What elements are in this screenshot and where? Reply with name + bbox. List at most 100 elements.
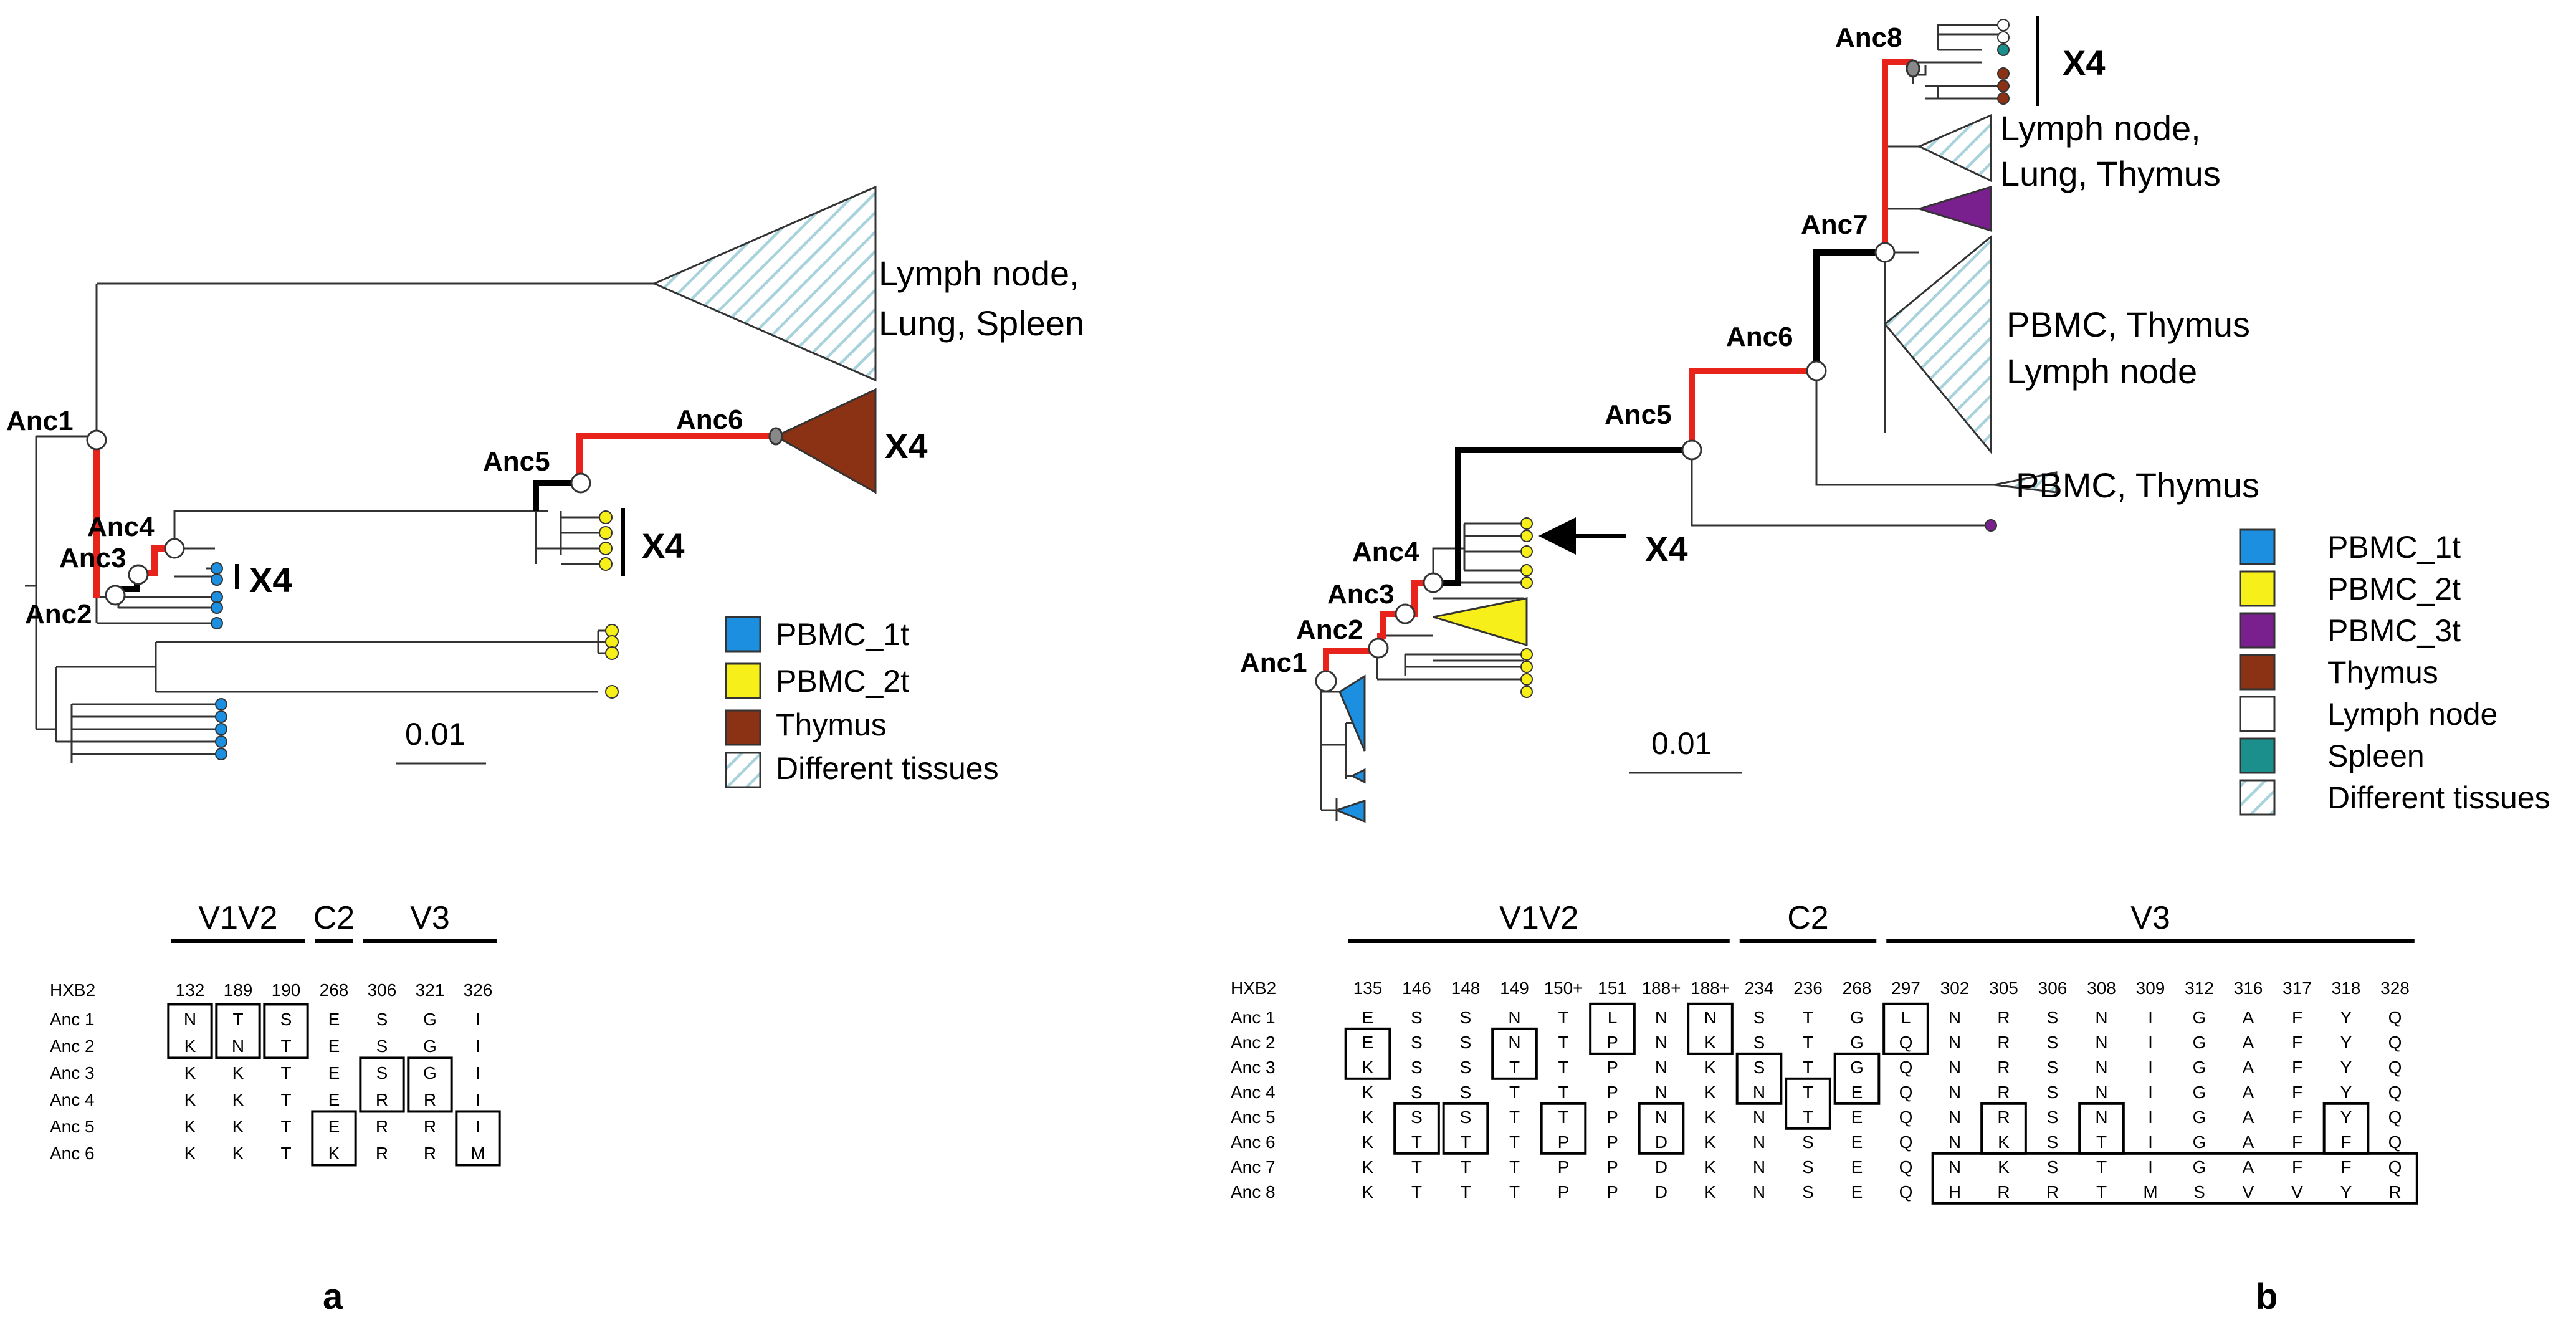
table-b-residue: P	[1558, 1132, 1570, 1152]
table-b-residue: S	[2047, 1132, 2059, 1152]
table-b-substitution-box	[1344, 1027, 1391, 1080]
table-b-row-name: Anc 3	[1231, 1058, 1276, 1077]
table-b-residue: A	[2243, 1008, 2254, 1027]
table-a-residue: K	[184, 1090, 196, 1109]
table-b-residue: K	[1704, 1182, 1716, 1202]
table-b-row-name: Anc 8	[1231, 1182, 1276, 1202]
table-b-residue: V	[2243, 1182, 2254, 1202]
tree-a-node-anc5: Anc5	[483, 446, 550, 477]
legend-b-label-2: PBMC_3t	[2327, 613, 2461, 648]
table-b-position-20: 318	[2332, 978, 2361, 998]
table-b-residue: S	[1802, 1182, 1814, 1202]
table-b-residue: E	[1851, 1132, 1863, 1152]
table-b-residue: S	[1411, 1107, 1423, 1127]
table-b-residue: Q	[1899, 1107, 1913, 1127]
table-a-residue: K	[184, 1117, 196, 1136]
table-b-residue: T	[1558, 1058, 1568, 1077]
table-b-residue: I	[2148, 1058, 2153, 1077]
table-a-residue: N	[232, 1036, 244, 1056]
tree-a-tissue-label-1: Lymph node,	[879, 254, 1079, 293]
table-b-residue: P	[1606, 1157, 1618, 1177]
table-b-residue: S	[1411, 1033, 1423, 1052]
table-b-residue: T	[2096, 1132, 2107, 1152]
table-a-residue: R	[424, 1144, 436, 1163]
tree-b-clade-yellow	[1433, 597, 1528, 647]
table-b-residue: S	[2193, 1182, 2205, 1202]
table-b-residue: D	[1655, 1132, 1667, 1152]
legend-b-label-0: PBMC_1t	[2327, 530, 2461, 565]
legend-b-swatch-3	[2239, 654, 2276, 691]
table-b-residue: S	[1753, 1058, 1765, 1077]
table-a-row-name: Anc 4	[50, 1090, 95, 1109]
table-b-residue: D	[1655, 1182, 1667, 1202]
tree-a-red-anc5-anc6	[576, 433, 773, 483]
table-b-position-21: 328	[2380, 978, 2410, 998]
tree-b-node-anc7: Anc7	[1801, 209, 1868, 240]
legend-a: PBMC_1t PBMC_2t Thymus Different tissues	[725, 616, 999, 788]
table-a-residue: K	[184, 1036, 196, 1056]
table-a-residue: E	[328, 1010, 340, 1029]
table-b-residue: N	[1753, 1132, 1765, 1152]
table-b-position-18: 316	[2234, 978, 2263, 998]
table-b-residue: F	[2292, 1132, 2302, 1152]
tree-b-x4-arrow-label: X4	[1645, 529, 1688, 568]
legend-a-label-pbmc1t: PBMC_1t	[776, 617, 909, 652]
table-b-position-11: 297	[1891, 978, 1920, 998]
table-b-substitution-box	[1785, 1077, 1831, 1130]
table-b-residue: N	[2095, 1107, 2107, 1127]
tree-a-node-anc4: Anc4	[87, 512, 155, 542]
table-b-residue: F	[2292, 1058, 2302, 1077]
table-b-residue: K	[1704, 1157, 1716, 1177]
tree-b-ancestral-path	[1323, 59, 1913, 676]
table-b-residue: S	[1460, 1033, 1472, 1052]
tree-b-clade-blue-2	[1350, 768, 1366, 784]
table-b-residue: T	[1411, 1157, 1422, 1177]
table-a-region-c2: C2	[313, 900, 355, 936]
legend-b-label-1: PBMC_2t	[2327, 572, 2461, 606]
tree-b-clade-blue-3	[1333, 799, 1366, 823]
table-b-residue: T	[1411, 1132, 1422, 1152]
table-b-residue: A	[2243, 1058, 2254, 1077]
table-b-row-name: Anc 4	[1231, 1083, 1276, 1102]
table-b-residue: E	[1851, 1182, 1863, 1202]
table-b-region-v1v2: V1V2	[1499, 900, 1578, 936]
table-b-row-name: Anc 5	[1231, 1107, 1276, 1127]
table-b-residue: S	[1753, 1033, 1765, 1052]
tree-b-scale-label: 0.01	[1651, 726, 1712, 761]
tree-b-node-anc5: Anc5	[1605, 399, 1672, 430]
table-b-residue: T	[1803, 1008, 1813, 1027]
table-a-substitution-box	[455, 1110, 501, 1167]
tree-b-x4-top-label: X4	[2063, 43, 2106, 82]
table-b-position-15: 308	[2087, 978, 2116, 998]
table-b-residue: S	[2047, 1107, 2059, 1127]
table-a-residue: R	[376, 1144, 388, 1163]
legend-b-swatch-2	[2239, 612, 2276, 649]
table-b-residue: Q	[1899, 1157, 1913, 1177]
table-b-residue: I	[2148, 1157, 2153, 1177]
table-b-residue: Q	[1899, 1132, 1913, 1152]
table-b-substitution-box	[1931, 1152, 2418, 1205]
table-b-residue: F	[2292, 1157, 2302, 1177]
tree-a-black-anc4-anc5	[533, 480, 580, 511]
table-a-residue: R	[424, 1090, 436, 1109]
table-b-residue: Q	[1899, 1083, 1913, 1102]
table-b-residue: K	[1998, 1132, 2010, 1152]
tree-b-anc8-leaves	[1912, 24, 2000, 100]
table-a-substitution-box	[167, 1003, 213, 1059]
tree-b-red-anc1-anc2	[1323, 648, 1374, 676]
table-b-residue: T	[1460, 1132, 1471, 1152]
table-a-region-v3: V3	[410, 900, 450, 936]
table-b-residue: K	[1704, 1132, 1716, 1152]
table-b-residue: T	[1411, 1182, 1422, 1202]
table-b-residue: N	[1655, 1033, 1667, 1052]
table-b-residue: P	[1606, 1058, 1618, 1077]
table-b-residue: K	[1704, 1107, 1716, 1127]
tree-a-leaf-dots	[211, 510, 619, 760]
tree-b-clade-hatch-big	[1883, 234, 1992, 455]
table-b-residue: S	[1460, 1058, 1472, 1077]
tree-b-clade-purple	[1915, 185, 1992, 232]
table-b-residue: K	[1362, 1083, 1374, 1102]
table-b-residue: Y	[2340, 1182, 2352, 1202]
table-a-residue: E	[328, 1063, 340, 1083]
table-a-residue: S	[280, 1010, 292, 1029]
